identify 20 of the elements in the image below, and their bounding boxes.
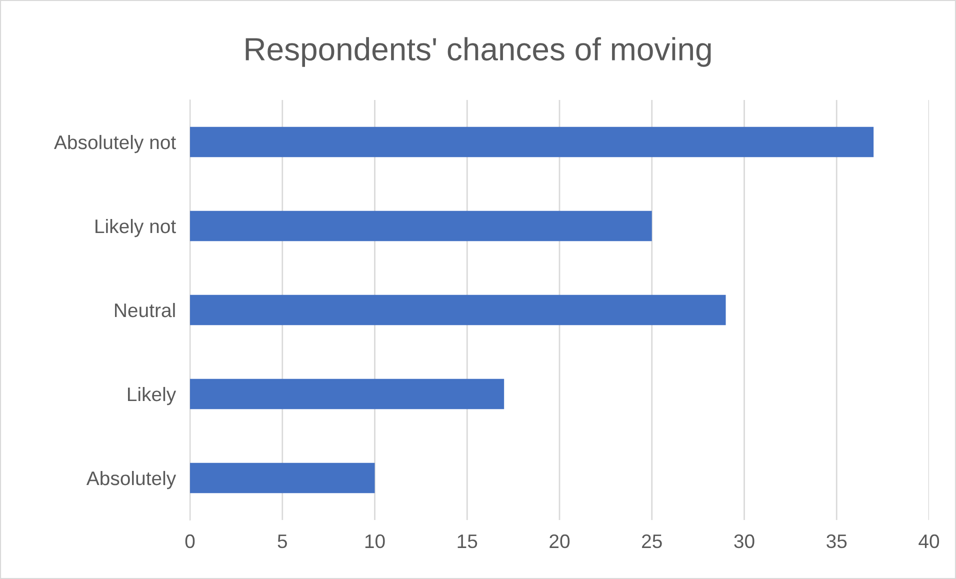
x-tick-label: 10 [365,534,385,548]
bar [190,126,874,158]
x-tick-label: 25 [642,534,662,548]
chart-title: Respondents' chances of moving [246,37,711,67]
y-tick-label: Neutral [115,302,175,318]
y-tick-label: Absolutely not [54,134,176,154]
y-tick-label: Absolutely [86,470,176,490]
y-tick-label: Likely not [96,218,176,238]
x-tick-label: 0 [185,534,195,548]
x-tick-label: 20 [550,534,570,548]
bar [190,210,652,242]
x-tick-label: 30 [734,534,754,548]
x-tick-label: 15 [458,534,478,548]
y-tick-label: Likely [128,386,176,406]
bar [190,378,504,410]
x-tick-label: 5 [278,534,287,548]
bar [190,462,375,494]
x-tick-label: 35 [826,534,847,548]
x-tick-label: 40 [918,534,940,548]
bar [190,294,726,326]
